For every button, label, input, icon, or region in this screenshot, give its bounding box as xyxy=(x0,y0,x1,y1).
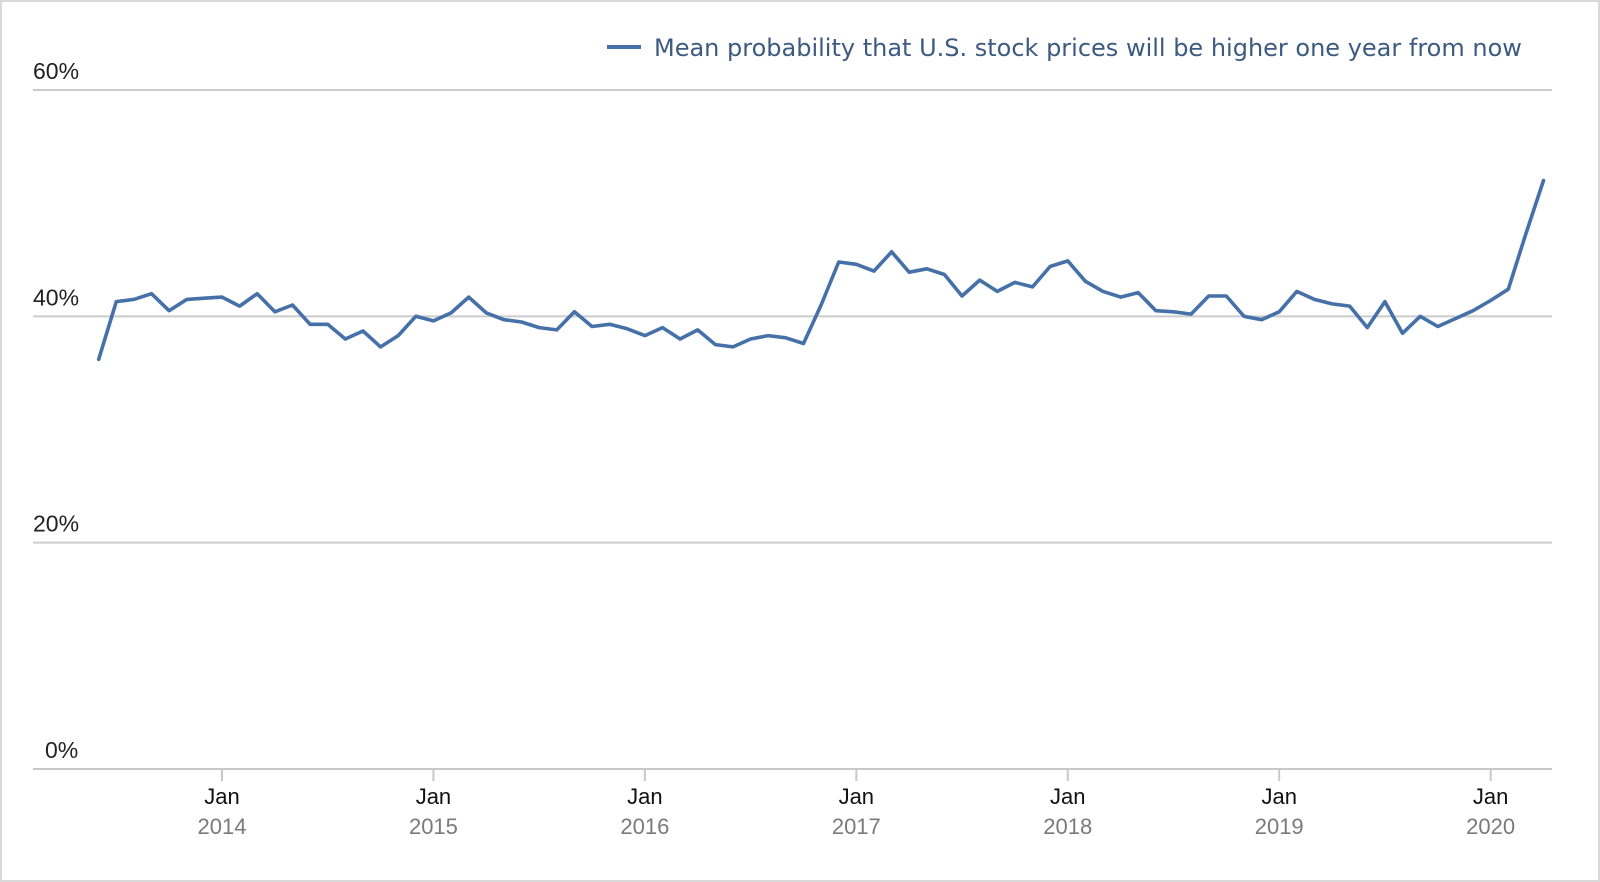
x-tick-month: Jan xyxy=(1473,784,1508,809)
x-tick-month: Jan xyxy=(416,784,451,809)
x-tick-month: Jan xyxy=(839,784,874,809)
y-axis: 0% 20% 40% 60% xyxy=(33,58,79,763)
x-tick-month: Jan xyxy=(1050,784,1085,809)
gridlines xyxy=(33,89,1552,770)
x-tick-year: 2014 xyxy=(198,814,247,839)
x-tick-year: 2018 xyxy=(1043,814,1092,839)
series-line[interactable] xyxy=(96,178,1546,362)
x-tick-year: 2016 xyxy=(620,814,669,839)
x-tick-month: Jan xyxy=(627,784,662,809)
y-tick-label: 0% xyxy=(45,737,78,763)
legend-label: Mean probability that U.S. stock prices … xyxy=(654,34,1522,62)
x-tick-year: 2015 xyxy=(409,814,458,839)
y-tick-label: 60% xyxy=(33,58,79,84)
x-tick-month: Jan xyxy=(204,784,239,809)
x-tick-year: 2017 xyxy=(832,814,881,839)
x-tick-month: Jan xyxy=(1261,784,1296,809)
x-axis: Jan 2014 Jan 2015 Jan 2016 Jan 2017 Jan 2018 Jan 20… xyxy=(198,769,1515,839)
series-layer xyxy=(96,178,1546,362)
y-tick-label: 20% xyxy=(33,511,79,537)
y-tick-label: 40% xyxy=(33,284,79,310)
legend[interactable]: Mean probability that U.S. stock prices … xyxy=(607,34,1522,62)
x-tick-year: 2019 xyxy=(1255,814,1304,839)
x-tick-year: 2020 xyxy=(1466,814,1515,839)
